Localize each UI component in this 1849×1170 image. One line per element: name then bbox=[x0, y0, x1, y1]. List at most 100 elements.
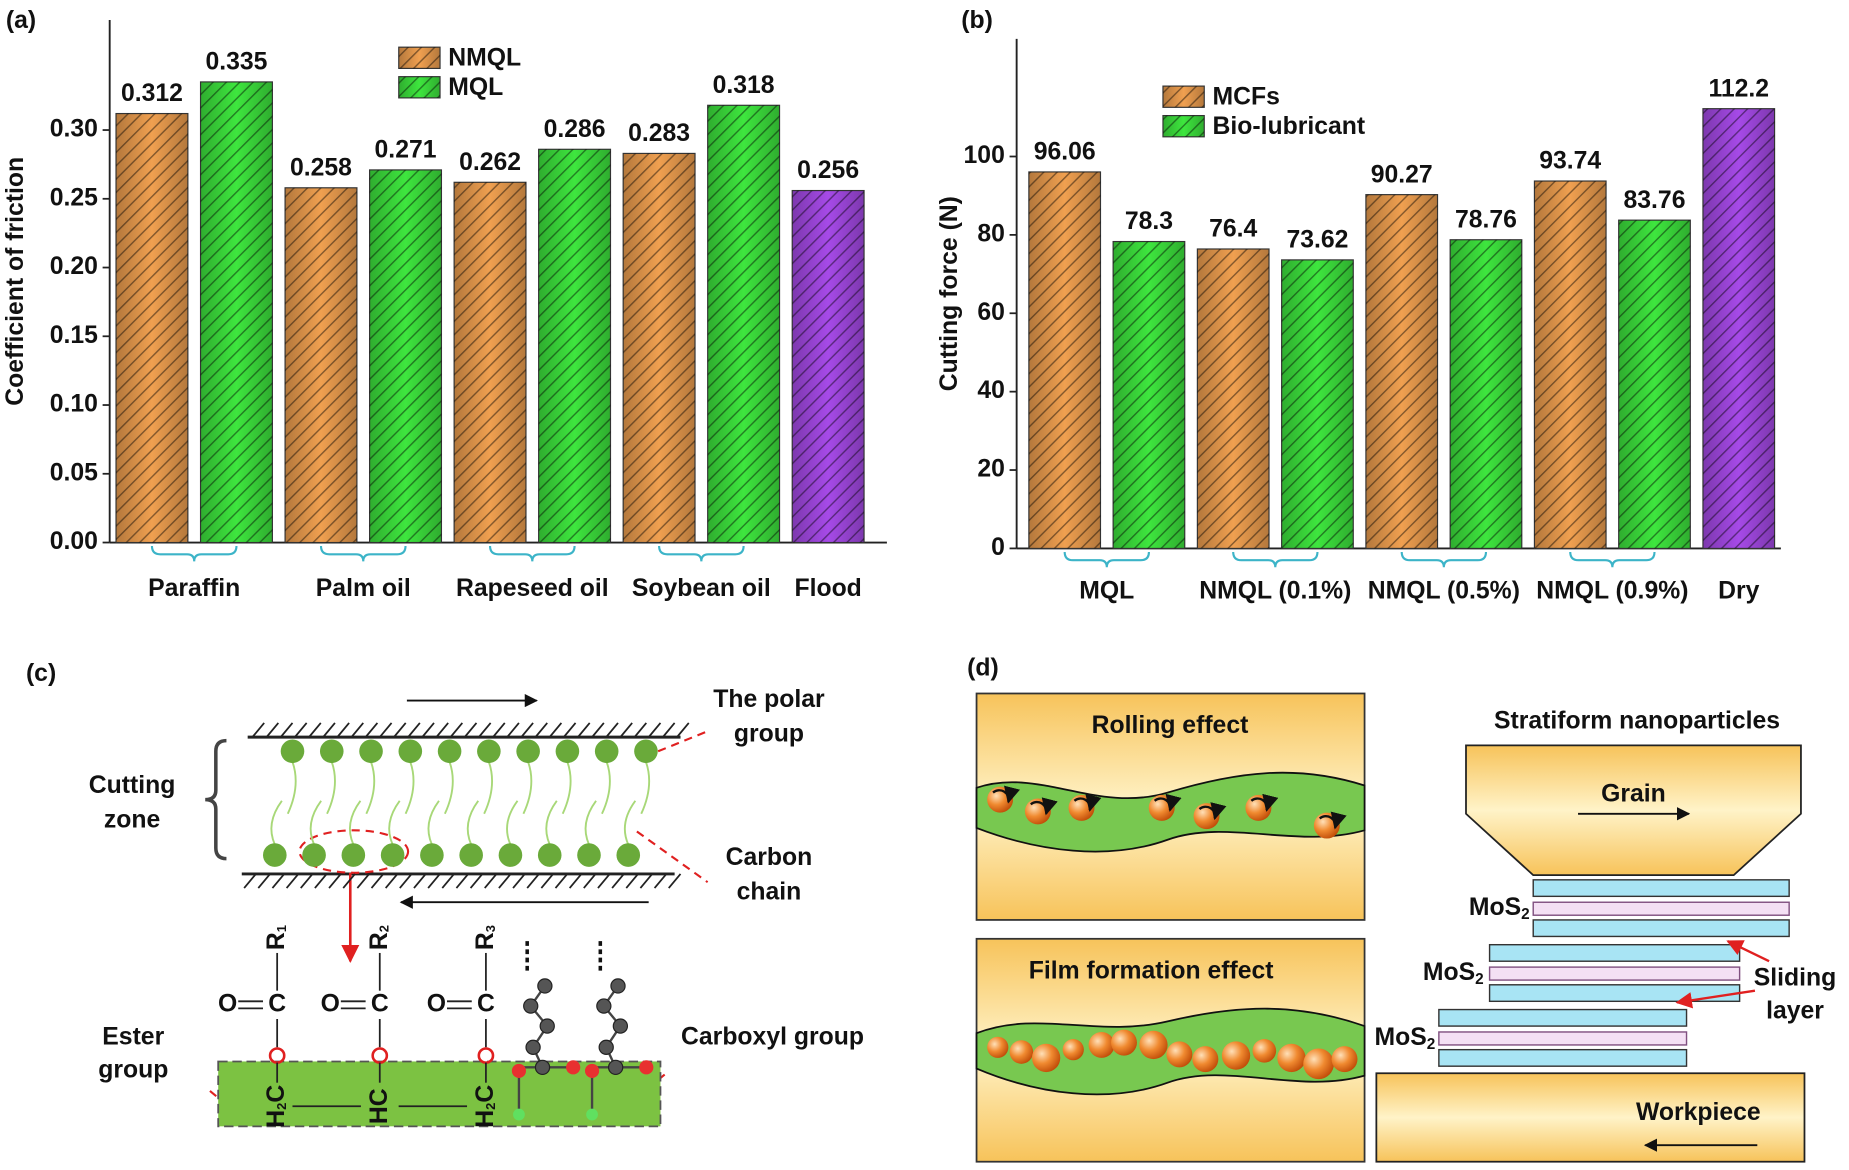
polar-head bbox=[577, 843, 601, 867]
text-part: MoS bbox=[1423, 959, 1475, 986]
carbon-tail bbox=[506, 800, 519, 845]
grain-label: Grain bbox=[1601, 780, 1666, 807]
value-label: 0.271 bbox=[375, 137, 437, 164]
polar-head bbox=[302, 843, 326, 867]
category-bracket bbox=[1232, 551, 1319, 568]
figure-content: (a) Coefficient of friction 0.00 0.05 0.10 0.… bbox=[2, 7, 1837, 1163]
mos2-sheet bbox=[1488, 943, 1741, 962]
sliding-layer-label: layer bbox=[1766, 997, 1824, 1024]
bar-hatch bbox=[1281, 259, 1354, 549]
hatch-mark bbox=[356, 873, 370, 889]
mos2-sheet bbox=[1532, 879, 1790, 898]
hatch-mark bbox=[591, 722, 605, 738]
carbon-label: C bbox=[477, 990, 495, 1017]
diagram-d: (d) Rolling effect Film formation effect… bbox=[967, 654, 1837, 1163]
polar-head bbox=[437, 739, 462, 764]
hatch-mark bbox=[597, 873, 611, 889]
carbon-tail bbox=[309, 800, 322, 845]
film-particle bbox=[1139, 1030, 1168, 1060]
nanoparticles bbox=[987, 785, 1358, 1080]
hatch-mark bbox=[577, 722, 591, 738]
hatch-mark bbox=[469, 873, 484, 889]
carbon-tail bbox=[640, 761, 651, 815]
x-tick-label: Soybean oil bbox=[632, 575, 771, 602]
carbon-atom bbox=[534, 1059, 551, 1076]
carbon-tail bbox=[270, 800, 283, 845]
category-bracket bbox=[1400, 551, 1488, 568]
y-tick-label: 0.30 bbox=[50, 116, 98, 143]
oxygen-atom bbox=[511, 1063, 527, 1078]
rotation-arrow bbox=[1153, 793, 1182, 812]
hatch-mark bbox=[257, 873, 271, 889]
cutting-zone-label: zone bbox=[104, 806, 160, 833]
carbon-atom bbox=[537, 978, 553, 994]
hatch-mark bbox=[322, 722, 336, 738]
hatch-mark bbox=[294, 722, 308, 738]
hatch-mark bbox=[605, 722, 619, 738]
text-part: 2 bbox=[377, 925, 392, 932]
rotation-arrow bbox=[1198, 802, 1227, 821]
x-tick-label: NMQL (0.1%) bbox=[1199, 578, 1351, 605]
category-bracket bbox=[150, 546, 238, 562]
x-tick-label: Paraffin bbox=[148, 575, 240, 602]
text-part: C bbox=[471, 1085, 498, 1103]
bar-hatch bbox=[200, 81, 273, 543]
oxygen-label: O bbox=[427, 990, 446, 1017]
category-bracket bbox=[488, 546, 576, 562]
hatch-mark bbox=[441, 873, 455, 889]
hatch-mark bbox=[548, 722, 563, 738]
carbon-tail bbox=[545, 800, 558, 845]
hatch-mark bbox=[568, 873, 583, 889]
text-part: H bbox=[263, 1110, 290, 1128]
hatch-mark bbox=[285, 873, 300, 889]
text-part: HC bbox=[365, 1088, 392, 1124]
value-label: 90.27 bbox=[1371, 161, 1433, 188]
text-part: 2 bbox=[1427, 1036, 1436, 1053]
text-part: 1 bbox=[274, 925, 289, 932]
hatch-mark bbox=[498, 873, 512, 889]
workpiece-label: Workpiece bbox=[1636, 1099, 1761, 1126]
rotation-arrow bbox=[1250, 793, 1279, 812]
hatch-mark bbox=[639, 873, 653, 889]
hydrogen-atom bbox=[513, 1108, 525, 1121]
carbon-atom bbox=[523, 998, 539, 1014]
hatch-mark bbox=[449, 722, 464, 738]
sliding-layer-label: Sliding bbox=[1754, 964, 1837, 991]
hatch-mark bbox=[271, 873, 285, 889]
bar-hatch bbox=[1113, 241, 1185, 549]
oxygen-atom bbox=[584, 1063, 600, 1078]
hatch-mark bbox=[625, 873, 639, 889]
carbon-atom bbox=[525, 1039, 541, 1055]
mos2-sheet bbox=[1438, 1008, 1688, 1027]
brace bbox=[205, 738, 227, 861]
hatch-mark bbox=[280, 722, 294, 738]
y-tick-label: 0.20 bbox=[50, 253, 98, 280]
bar-hatch bbox=[454, 182, 526, 543]
category-bracket bbox=[1569, 551, 1656, 568]
film-particle bbox=[1252, 1039, 1277, 1063]
carbon-atom bbox=[596, 998, 612, 1014]
carbon-atom bbox=[607, 1059, 624, 1076]
hatch-mark bbox=[342, 873, 356, 889]
hatch-mark bbox=[464, 722, 478, 738]
sliding-interlayer bbox=[1438, 1031, 1688, 1046]
polar-head bbox=[516, 739, 540, 764]
film-particle bbox=[1331, 1046, 1358, 1073]
hatch-mark bbox=[435, 722, 449, 738]
ester-oxygen bbox=[268, 1047, 286, 1064]
legend-hatch bbox=[398, 47, 441, 69]
mos2-label: MoS2 bbox=[1469, 894, 1530, 924]
film-formation-title: Film formation effect bbox=[1029, 957, 1274, 984]
panel-label: (d) bbox=[967, 654, 999, 681]
carbon-label: C bbox=[268, 990, 286, 1017]
text-part: 2 bbox=[1475, 971, 1484, 988]
text-part: 2 bbox=[274, 1103, 289, 1110]
bar-hatch bbox=[369, 169, 442, 543]
carbon-atom bbox=[539, 1018, 555, 1034]
carbon-tail bbox=[466, 800, 480, 845]
hatch-mark bbox=[554, 873, 568, 889]
hatch-mark bbox=[633, 722, 647, 738]
legend-label: MCFs bbox=[1213, 83, 1280, 110]
value-label: 0.318 bbox=[713, 72, 775, 99]
